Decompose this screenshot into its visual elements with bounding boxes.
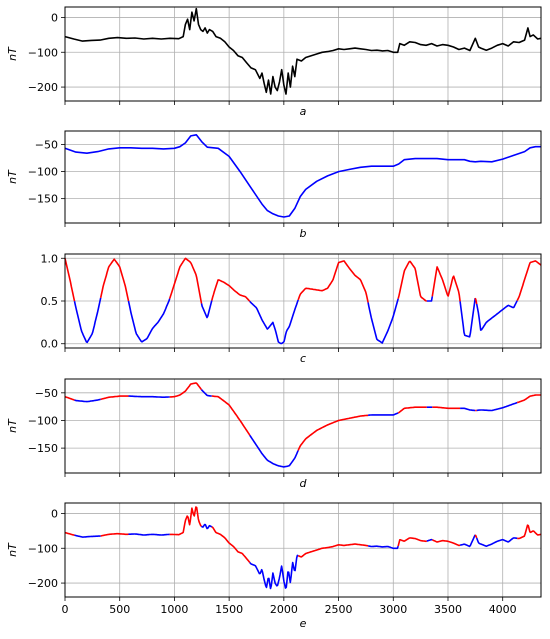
y-tick-label: 0	[51, 507, 58, 520]
y-axis-label: nT	[6, 46, 19, 61]
series-segment-red	[169, 382, 203, 398]
axes-frame	[64, 378, 542, 474]
series-segment-blue	[460, 407, 476, 412]
series-segment-blue	[127, 298, 171, 343]
series-segment-blue	[475, 300, 518, 331]
panel-label: a	[300, 105, 307, 118]
panel-label: c	[300, 352, 306, 365]
x-tick-label: 3500	[434, 603, 462, 616]
y-tick-label: −100	[28, 166, 58, 179]
series-segment-red	[169, 506, 202, 536]
y-axis-label: nT	[6, 169, 19, 184]
series-segment-red	[516, 394, 542, 404]
series-segment-blue	[459, 534, 476, 548]
series-segment-red	[64, 258, 76, 302]
series-segment-blue	[200, 300, 213, 319]
y-tick-label: −200	[28, 577, 58, 590]
series-segment-blue	[128, 395, 170, 399]
series-line	[64, 7, 542, 95]
y-tick-label: 0.0	[41, 338, 59, 351]
series-segment-blue	[367, 545, 399, 550]
y-tick-label: −100	[28, 414, 58, 427]
series-segment-red	[432, 406, 461, 410]
series-segment-blue	[249, 434, 299, 468]
y-tick-label: −200	[28, 81, 58, 94]
series-segment-blue	[426, 296, 434, 302]
y-tick-label: 0.5	[41, 295, 59, 308]
series-segment-red	[297, 543, 369, 558]
series-segment-blue	[200, 389, 212, 397]
series-segment-red	[397, 537, 427, 547]
y-tick-label: −50	[35, 387, 58, 400]
x-tick-label: 2500	[325, 603, 353, 616]
series-segment-red	[100, 395, 129, 401]
y-axis-label: nT	[6, 542, 19, 557]
series-segment-blue	[249, 299, 299, 345]
x-tick-label: 1500	[215, 603, 243, 616]
y-tick-label: −100	[28, 542, 58, 555]
x-tick-label: 4000	[489, 603, 517, 616]
y-tick-label: −50	[35, 139, 58, 152]
y-tick-label: −150	[28, 193, 58, 206]
series-line	[64, 134, 541, 218]
series-segment-blue	[200, 523, 213, 530]
series-segment-red	[297, 414, 369, 451]
series-segment-red	[432, 539, 461, 547]
panel-a: −200 −100 0 nT a	[6, 6, 542, 118]
y-tick-label: −150	[28, 442, 58, 455]
axes-frame	[64, 6, 542, 102]
x-tick-label: 500	[109, 603, 130, 616]
series-segment-red	[516, 260, 542, 301]
series-segment-blue	[249, 554, 299, 590]
series-segment-red	[100, 532, 129, 537]
series-segment-red	[397, 260, 427, 302]
x-tick-label: 1000	[160, 603, 188, 616]
x-tick-label: 2000	[270, 603, 298, 616]
series-segment-red	[211, 279, 251, 302]
series-segment-red	[431, 266, 461, 302]
axes-frame	[64, 502, 542, 598]
x-tick-label: 3000	[379, 603, 407, 616]
panel-label: d	[300, 477, 308, 490]
axes-frame	[64, 130, 542, 224]
y-tick-label: −100	[28, 46, 58, 59]
series-segment-red	[64, 531, 75, 536]
series-segment-red	[168, 257, 203, 304]
series-segment-red	[297, 260, 369, 303]
panel-label: b	[300, 227, 307, 240]
series-segment-red	[64, 395, 75, 401]
series-segment-red	[211, 395, 251, 436]
series-segment-red	[99, 258, 130, 302]
series-segment-blue	[476, 401, 518, 412]
series-segment-red	[397, 406, 427, 414]
series-segment-red	[474, 534, 478, 539]
series-segment-blue	[74, 398, 101, 403]
x-tick-label: 0	[62, 603, 69, 616]
series-segment-blue	[73, 297, 102, 344]
panel-label: e	[300, 617, 307, 630]
panel-b: −150 −100 −50 nT b	[6, 130, 542, 240]
series-segment-blue	[128, 533, 170, 536]
series-segment-red	[517, 524, 542, 540]
series-segment-red	[211, 526, 251, 563]
series-segment-blue	[426, 538, 433, 542]
y-axis-label: nT	[6, 418, 19, 433]
panel-d: −150 −100 −50 nT d	[6, 378, 542, 490]
panel-e: 0 500 1000 1500 2000 2500 3000 3500 4000 −200 −100…	[6, 502, 542, 630]
series-segment-blue	[367, 412, 399, 417]
y-tick-label: 0	[51, 11, 58, 24]
series-segment-blue	[475, 537, 518, 548]
panel-c: 0.0 0.5 1.0 c	[41, 252, 542, 365]
series-segment-blue	[367, 298, 399, 344]
series-segment-red	[474, 297, 478, 305]
series-segment-blue	[459, 297, 476, 338]
series-segment-blue	[74, 534, 101, 538]
y-tick-label: 1.0	[41, 252, 59, 265]
